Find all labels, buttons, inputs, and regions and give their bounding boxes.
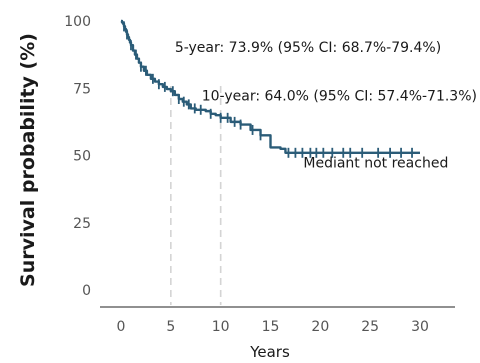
reference-lines <box>170 86 222 305</box>
y-tick-labels: 0 25 50 75 100 <box>64 14 91 299</box>
y-tick-label: 75 <box>73 81 91 97</box>
y-tick-label: 0 <box>82 283 91 299</box>
annotation-3: Mediant not reached <box>303 156 448 172</box>
x-tick-label: 10 <box>212 319 230 335</box>
y-tick-label: 100 <box>64 14 91 30</box>
y-tick-label: 50 <box>73 149 91 165</box>
x-tick-labels: 0 5 10 15 20 25 30 <box>117 319 429 335</box>
x-tick-label: 15 <box>262 319 280 335</box>
annotations: 5-year: 73.9% (95% CI: 68.7%-79.4%) 10-ye… <box>175 40 477 172</box>
annotation-2: 10-year: 64.0% (95% CI: 57.4%-71.3%) <box>202 88 477 104</box>
annotation-1: 5-year: 73.9% (95% CI: 68.7%-79.4%) <box>175 40 441 56</box>
x-tick-label: 5 <box>166 319 175 335</box>
x-tick-label: 0 <box>117 319 126 335</box>
y-tick-label: 25 <box>73 216 91 232</box>
x-tick-label: 25 <box>361 319 379 335</box>
survival-curve <box>120 19 420 155</box>
x-tick-label: 20 <box>311 319 329 335</box>
x-axis-title: Years <box>249 343 290 361</box>
censor-marks <box>123 21 413 158</box>
x-tick-label: 30 <box>411 319 429 335</box>
y-axis-title: Survival probability (%) <box>17 33 39 287</box>
